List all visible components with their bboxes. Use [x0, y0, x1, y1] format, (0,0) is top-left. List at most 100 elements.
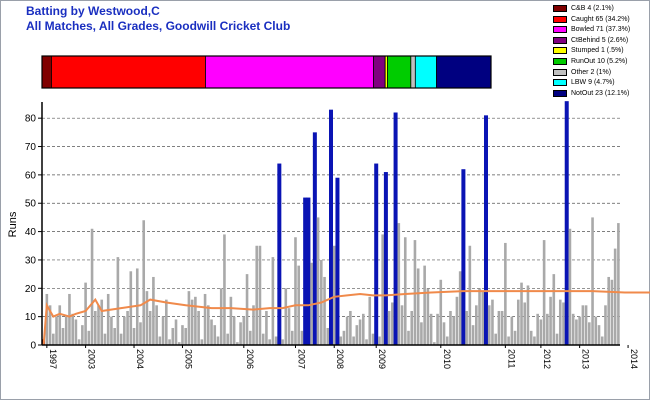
- innings-bar: [155, 305, 158, 345]
- innings-bar: [475, 305, 478, 345]
- legend-item: Stumped 1 (.5%): [553, 46, 645, 57]
- innings-bar: [578, 316, 581, 345]
- innings-bar: [177, 342, 181, 345]
- y-tick-label: 30: [25, 255, 37, 266]
- legend-swatch: [553, 57, 567, 65]
- innings-bar: [84, 282, 87, 345]
- innings-bar: [123, 316, 126, 345]
- innings-bar: [258, 245, 262, 345]
- innings-bar: [271, 257, 275, 345]
- innings-bar: [100, 299, 104, 345]
- year-label: 2009: [377, 349, 387, 369]
- innings-bar: [371, 333, 375, 345]
- innings-bar: [77, 339, 81, 345]
- innings-bar: [513, 330, 517, 345]
- innings-bar: [604, 305, 607, 345]
- year-label: 2008: [335, 349, 345, 369]
- innings-bar: [352, 336, 355, 345]
- notout-innings-bar: [335, 177, 340, 345]
- legend-label: RunOut 10 (5.2%): [571, 57, 628, 65]
- innings-bar: [210, 319, 213, 345]
- innings-bar: [116, 257, 120, 345]
- innings-bar: [219, 288, 223, 345]
- innings-bar: [610, 279, 614, 345]
- innings-bar: [239, 322, 242, 345]
- innings-bar: [613, 248, 617, 345]
- innings-bar: [139, 322, 142, 345]
- innings-bar: [391, 302, 394, 345]
- innings-bar: [542, 240, 546, 345]
- innings-bar: [68, 293, 71, 345]
- innings-bar: [575, 319, 578, 345]
- dismissal-segment: [414, 55, 437, 89]
- average-line: [42, 290, 650, 346]
- innings-bar: [455, 296, 459, 345]
- innings-bar: [168, 339, 171, 345]
- innings-bar: [294, 237, 297, 345]
- innings-bar: [152, 276, 155, 345]
- innings-bar: [442, 322, 446, 345]
- innings-bar: [526, 285, 530, 345]
- innings-bar: [64, 316, 68, 345]
- innings-bar: [110, 316, 113, 345]
- innings-bar: [365, 339, 368, 345]
- innings-bar: [523, 302, 527, 345]
- innings-bar: [339, 336, 342, 345]
- innings-bar: [591, 217, 594, 345]
- innings-bar: [562, 302, 565, 345]
- innings-bar: [529, 330, 533, 345]
- innings-bar: [549, 296, 552, 345]
- innings-bar: [45, 293, 49, 345]
- innings-bar: [103, 333, 107, 345]
- innings-bar: [452, 316, 456, 345]
- legend-label: Other 2 (1%): [571, 68, 612, 76]
- y-tick-label: 20: [25, 284, 37, 295]
- innings-bar: [323, 276, 326, 345]
- year-label: 2012: [542, 349, 552, 369]
- notout-innings-bar: [461, 169, 466, 345]
- y-tick-label: 50: [25, 199, 37, 210]
- innings-bar: [158, 336, 162, 345]
- innings-bar: [58, 305, 62, 345]
- dismissal-segment: [410, 55, 416, 89]
- innings-bar: [429, 313, 433, 345]
- innings-bar: [290, 330, 294, 345]
- innings-bar: [400, 305, 404, 345]
- innings-bar: [361, 313, 365, 345]
- innings-bar: [184, 327, 187, 345]
- innings-bar: [55, 316, 58, 345]
- legend-item: Bowled 71 (37.3%): [553, 25, 645, 36]
- innings-bar: [381, 234, 384, 345]
- innings-bar: [420, 322, 423, 345]
- innings-bar: [174, 319, 178, 345]
- innings-bar: [161, 316, 165, 345]
- innings-bar: [145, 291, 149, 345]
- innings-bar: [326, 327, 330, 345]
- innings-bar: [358, 319, 362, 345]
- legend-item: CtBehind 5 (2.6%): [553, 36, 645, 47]
- innings-bar: [187, 291, 191, 345]
- innings-bar: [571, 313, 575, 345]
- legend-label: CtBehind 5 (2.6%): [571, 36, 629, 44]
- innings-bar: [516, 299, 520, 345]
- innings-bar: [471, 325, 475, 345]
- innings-bar: [194, 296, 197, 345]
- legend-item: NotOut 23 (12.1%): [553, 89, 645, 100]
- innings-bar: [229, 296, 233, 345]
- notout-innings-bar: [329, 109, 333, 345]
- innings-bar: [71, 313, 74, 345]
- innings-bar: [126, 310, 129, 345]
- innings-bar: [407, 330, 410, 345]
- innings-bar: [132, 327, 136, 345]
- innings-bar: [129, 271, 133, 345]
- innings-bar: [507, 336, 510, 345]
- legend-swatch: [553, 15, 567, 23]
- year-label: 2011: [506, 349, 516, 368]
- innings-bar: [236, 342, 239, 345]
- innings-bar: [600, 336, 604, 345]
- innings-bar: [97, 305, 100, 345]
- dismissal-segment: [373, 55, 386, 89]
- innings-bar: [594, 316, 598, 345]
- innings-bar: [436, 313, 439, 345]
- innings-bar: [342, 330, 346, 345]
